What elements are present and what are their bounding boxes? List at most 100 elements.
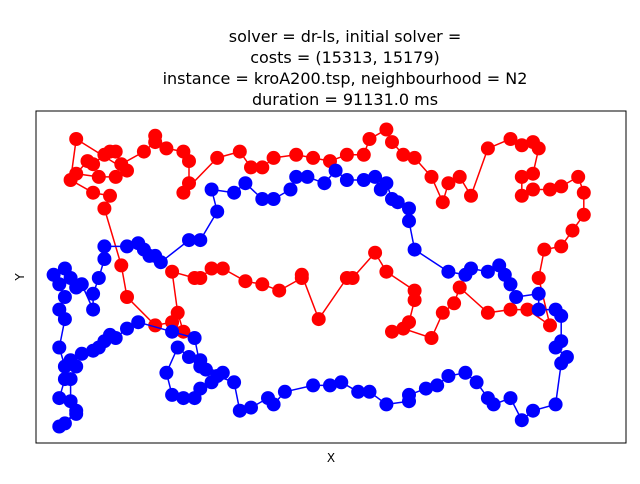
series-1-point	[424, 169, 439, 184]
series-2-point	[170, 340, 185, 355]
series-2-point	[193, 381, 208, 396]
series-2-point	[193, 233, 208, 248]
series-2-point	[232, 403, 247, 418]
series-1-point	[210, 150, 225, 165]
series-1-point	[514, 188, 529, 203]
series-2-point	[503, 391, 518, 406]
series-2-point	[554, 308, 569, 323]
series-1-point	[255, 160, 270, 175]
series-1-point	[554, 179, 569, 194]
series-1-point	[103, 188, 117, 203]
series-2-point	[323, 378, 337, 393]
series-1-point	[255, 277, 270, 292]
series-1-point	[272, 283, 287, 298]
series-1-point	[345, 271, 360, 285]
series-1-point	[108, 169, 123, 184]
series-1-point	[120, 290, 134, 304]
series-1-point	[435, 195, 450, 210]
series-2-point	[351, 384, 366, 399]
series-1-point	[503, 302, 518, 317]
series-1-point	[480, 141, 495, 156]
series-1-point	[520, 302, 535, 317]
y-axis-label: Y	[13, 273, 27, 282]
series-1-point	[526, 166, 540, 181]
series-1-point	[385, 324, 399, 339]
series-2-point	[238, 176, 253, 191]
series-1-point	[379, 264, 394, 279]
series-1-point	[176, 144, 191, 159]
series-1-point	[571, 169, 586, 184]
series-1-point	[266, 150, 281, 165]
series-2-point	[57, 359, 72, 374]
series-2-point	[74, 346, 89, 361]
series-2-point	[86, 302, 101, 317]
series-2-point	[554, 356, 569, 371]
series-2-point	[120, 321, 134, 336]
series-1-point	[148, 135, 163, 150]
series-1-point	[159, 141, 174, 156]
series-2-point	[69, 403, 84, 418]
series-2-point	[379, 397, 394, 412]
series-2-point	[165, 387, 180, 402]
series-1-point	[543, 318, 557, 333]
series-2-point	[204, 375, 219, 390]
series-1-point	[379, 122, 394, 137]
series-2-point	[57, 372, 72, 387]
series-2-point	[176, 391, 191, 406]
series-2-point	[379, 176, 394, 191]
series-2-point	[407, 242, 422, 257]
series-1-point	[447, 296, 462, 311]
series-2-point	[402, 214, 416, 229]
series-2-point	[193, 359, 208, 374]
series-1-point	[114, 258, 129, 273]
series-2-point	[503, 277, 518, 292]
series-2-point	[531, 302, 546, 317]
series-2-point	[261, 391, 275, 406]
series-1-point	[182, 176, 196, 191]
series-1-point	[526, 182, 540, 197]
series-1-point	[289, 147, 304, 162]
series-1-point	[407, 293, 422, 308]
series-2-point	[458, 365, 473, 380]
series-2-point	[469, 375, 484, 390]
series-2-point	[317, 176, 332, 191]
series-1-point	[69, 132, 84, 146]
series-1-point	[244, 160, 258, 175]
series-1-point	[204, 261, 219, 276]
series-1-point	[480, 305, 495, 320]
series-1-point	[362, 132, 377, 146]
series-2-point	[244, 400, 258, 415]
series-1-point	[452, 169, 467, 184]
series-1-point	[441, 176, 456, 191]
series-1-point	[396, 147, 411, 162]
series-2	[46, 163, 574, 434]
series-2-point	[289, 169, 304, 184]
series-1-point	[368, 245, 383, 260]
series-1-point	[396, 321, 411, 336]
series-2-point	[131, 315, 146, 330]
series-2-point	[334, 375, 349, 390]
series-2-point	[187, 331, 202, 345]
series-1-point	[526, 135, 540, 150]
x-axis-label: X	[327, 451, 335, 465]
series-2-point	[227, 185, 242, 200]
series-1-point	[385, 135, 399, 150]
series-2-point	[215, 365, 230, 380]
series-2-point	[46, 267, 61, 282]
series-1-point	[531, 271, 546, 285]
series-1-point	[306, 150, 321, 165]
title-line-1: solver = dr-ls, initial solver =	[229, 27, 462, 46]
series-1-point	[339, 147, 354, 162]
series-1-point	[97, 201, 112, 216]
series-1-point	[170, 305, 185, 320]
series-2-point	[390, 195, 405, 210]
series-1-point	[503, 132, 518, 146]
series-1-point	[543, 182, 557, 197]
series-1-point	[193, 271, 208, 285]
series-1-point	[464, 188, 478, 203]
series-2-point	[441, 264, 456, 279]
series-1-point	[232, 144, 247, 159]
series-2-point	[418, 381, 433, 396]
series-2-point	[120, 239, 134, 254]
series-2-point	[159, 365, 174, 380]
